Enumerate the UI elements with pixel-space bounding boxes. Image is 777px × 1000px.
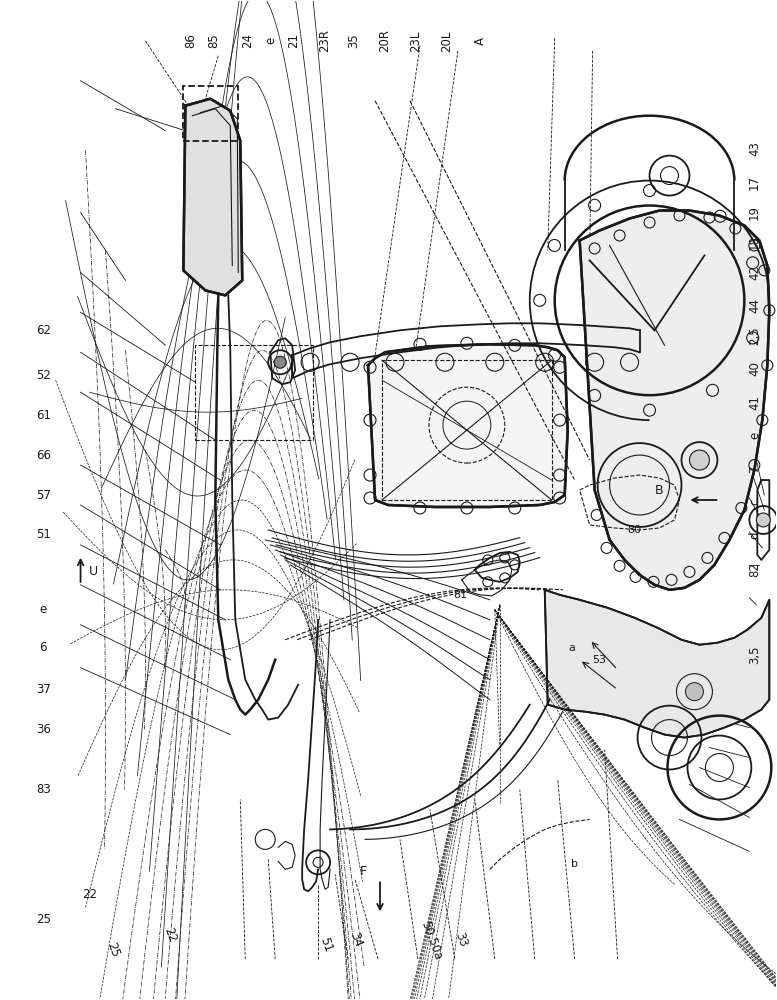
Text: 86: 86	[184, 33, 197, 48]
Text: B: B	[655, 484, 664, 497]
Polygon shape	[183, 99, 242, 295]
Text: 43: 43	[748, 141, 761, 156]
Text: a: a	[568, 643, 575, 653]
Text: 52: 52	[36, 369, 51, 382]
Text: 57: 57	[36, 489, 51, 502]
Text: 2,5: 2,5	[748, 326, 761, 345]
Text: 25: 25	[36, 913, 51, 926]
Text: 6: 6	[40, 641, 47, 654]
Text: 51: 51	[36, 528, 51, 541]
Text: 51: 51	[318, 936, 335, 954]
Text: U: U	[89, 565, 98, 578]
Polygon shape	[545, 590, 769, 738]
Text: 81: 81	[453, 590, 467, 600]
Text: 20R: 20R	[378, 29, 391, 52]
Text: 42: 42	[748, 265, 761, 280]
Text: 36: 36	[36, 723, 51, 736]
Circle shape	[756, 513, 770, 527]
Text: 18: 18	[748, 235, 761, 250]
Text: 7: 7	[748, 464, 761, 472]
Text: 20L: 20L	[441, 30, 453, 52]
Text: 35: 35	[347, 33, 360, 48]
Text: 37: 37	[36, 683, 51, 696]
Text: 66: 66	[36, 449, 51, 462]
Text: 83: 83	[36, 783, 51, 796]
Text: e: e	[40, 603, 47, 616]
Text: 85: 85	[207, 33, 221, 48]
Text: 24: 24	[241, 33, 254, 48]
Text: 33: 33	[452, 931, 469, 949]
Text: b: b	[571, 859, 578, 869]
Text: 19: 19	[748, 205, 761, 220]
Text: 3,5: 3,5	[748, 645, 761, 664]
Text: d: d	[748, 531, 761, 539]
Circle shape	[689, 450, 709, 470]
Text: 53: 53	[593, 655, 607, 665]
Bar	[382, 360, 552, 500]
Text: 41: 41	[748, 395, 761, 410]
Text: e: e	[748, 431, 761, 439]
Text: 44: 44	[748, 298, 761, 313]
Bar	[183, 86, 239, 141]
Text: 21: 21	[287, 33, 301, 48]
Text: 17: 17	[748, 175, 761, 190]
Text: 23R: 23R	[319, 29, 332, 52]
Text: 50,50a: 50,50a	[418, 920, 444, 962]
Text: A: A	[473, 37, 486, 45]
Polygon shape	[580, 211, 769, 590]
Text: 22: 22	[82, 888, 97, 901]
Text: 80: 80	[628, 525, 642, 535]
Text: 25: 25	[104, 941, 122, 959]
Text: 61: 61	[36, 409, 51, 422]
Text: F: F	[360, 865, 367, 878]
Text: 62: 62	[36, 324, 51, 337]
Text: 22: 22	[161, 926, 179, 944]
Circle shape	[685, 683, 703, 701]
Text: 82: 82	[748, 562, 761, 577]
Text: 40: 40	[748, 361, 761, 376]
Text: 34: 34	[347, 931, 364, 949]
Polygon shape	[368, 344, 568, 507]
Text: 23L: 23L	[409, 30, 422, 52]
Text: c: c	[748, 499, 761, 505]
Text: e: e	[264, 37, 277, 44]
Bar	[195, 345, 313, 440]
Circle shape	[274, 356, 286, 368]
